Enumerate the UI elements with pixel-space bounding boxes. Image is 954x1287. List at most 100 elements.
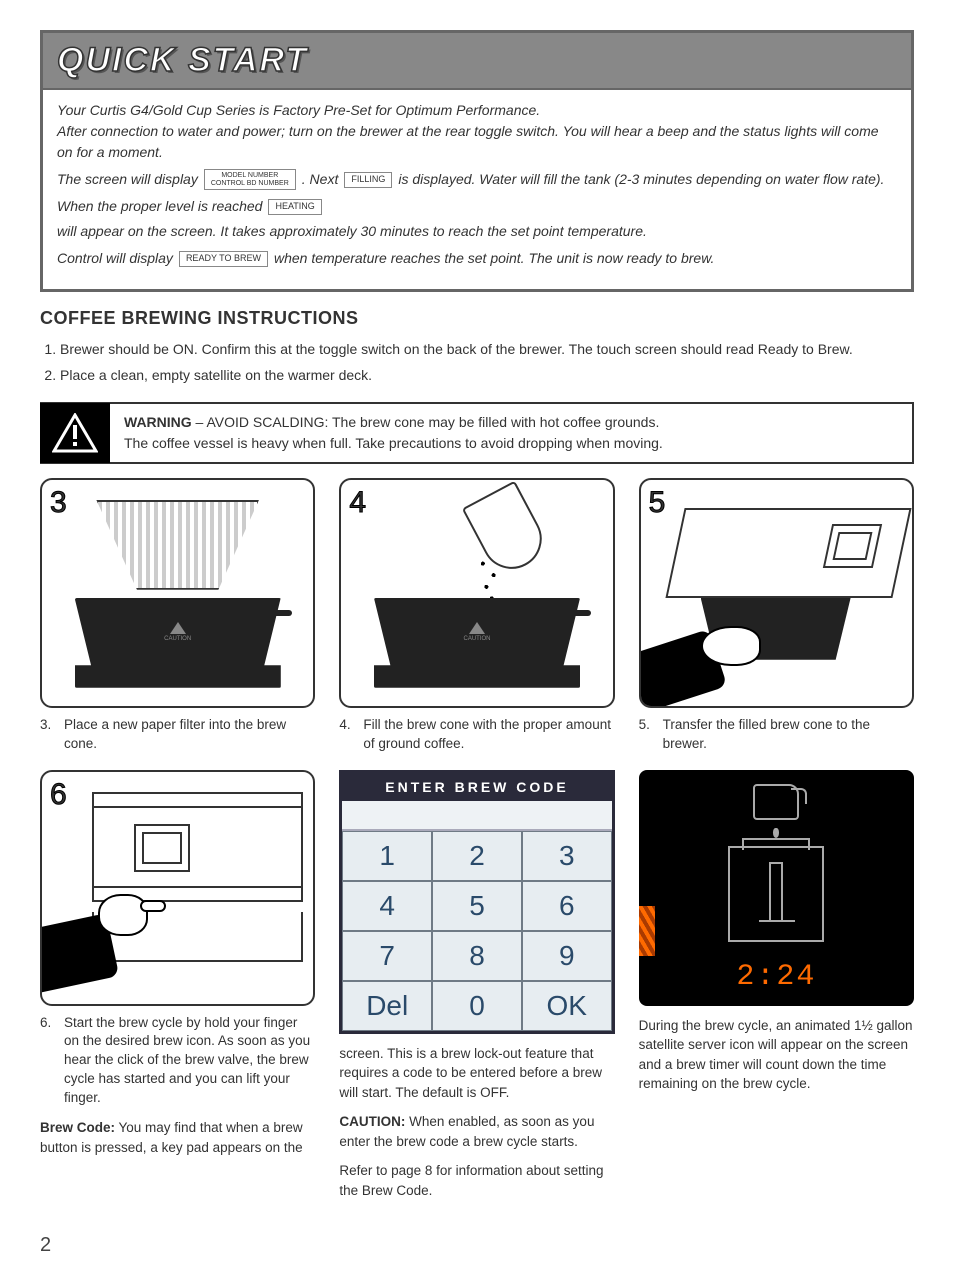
- brew-cone-top-icon: [753, 784, 799, 820]
- keypad-grid: 1 2 3 4 5 6 7 8 9 Del 0 OK: [342, 831, 611, 1031]
- figure-row-2: 6 6. Start the brew cycle by hold your f…: [40, 770, 914, 1211]
- fig3-cell: 3 CAUTION 3. Place a new paper filter in…: [40, 478, 315, 754]
- warning-line1: – AVOID SCALDING: The brew cone may be f…: [192, 414, 660, 430]
- box-model-number: MODEL NUMBER CONTROL BD NUMBER: [204, 169, 296, 190]
- brew-timer: 2:24: [736, 960, 816, 994]
- mid-p1: screen. This is a brew lock-out feature …: [339, 1044, 614, 1103]
- key-3[interactable]: 3: [522, 831, 612, 881]
- hand-icon: [639, 626, 771, 696]
- basket-handle-icon: [567, 610, 591, 616]
- key-7[interactable]: 7: [342, 931, 432, 981]
- brewer-screen-icon: [823, 524, 882, 568]
- basket-caution-label: CAUTION: [447, 622, 507, 656]
- quick-start-panel: QUICK START Your Curtis G4/Gold Cup Seri…: [40, 30, 914, 292]
- fig3-number: 3: [50, 486, 67, 520]
- fig6-number: 6: [50, 778, 67, 812]
- box-ready: READY TO BREW: [179, 251, 268, 267]
- warning-line2: The coffee vessel is heavy when full. Ta…: [124, 435, 663, 451]
- keypad-cell: ENTER BREW CODE 1 2 3 4 5 6 7 8 9 Del 0 …: [339, 770, 614, 1211]
- mid-p3: Refer to page 8 for information about se…: [339, 1161, 614, 1200]
- fig4-cap-num: 4.: [339, 716, 355, 754]
- key-0[interactable]: 0: [432, 981, 522, 1031]
- warning-lead: WARNING: [124, 414, 192, 430]
- top-step-list: Brewer should be ON. Confirm this at the…: [60, 337, 914, 387]
- caution-text: CAUTION: [164, 636, 191, 642]
- fig3-cap-text: Place a new paper filter into the brew c…: [64, 716, 315, 754]
- intro-row-screen: The screen will display MODEL NUMBER CON…: [57, 169, 897, 190]
- key-5[interactable]: 5: [432, 881, 522, 931]
- intro-next: . Next: [302, 169, 339, 190]
- fig5-cell: 5 5. Transfer the filled brew cone to th…: [639, 478, 914, 754]
- paper-filter-icon: [96, 500, 259, 590]
- figure-row-1: 3 CAUTION 3. Place a new paper filter in…: [40, 478, 914, 754]
- intro-heating-tail: will appear on the screen. It takes appr…: [57, 221, 647, 242]
- key-2[interactable]: 2: [432, 831, 522, 881]
- step-1: Brewer should be ON. Confirm this at the…: [60, 337, 914, 362]
- key-6[interactable]: 6: [522, 881, 612, 931]
- intro-ready-tail: when temperature reaches the set point. …: [274, 248, 714, 269]
- intro-row-heating: When the proper level is reached HEATING…: [57, 196, 897, 242]
- fig6-box: 6: [40, 770, 315, 1006]
- brewcode-para: Brew Code: You may find that when a brew…: [40, 1118, 315, 1157]
- right-p: During the brew cycle, an animated 1½ ga…: [639, 1016, 914, 1094]
- fig4-cell: 4 CAUTION 4. Fill the brew cone with the…: [339, 478, 614, 754]
- caution-text: CAUTION: [463, 636, 490, 642]
- fig3-caption: 3. Place a new paper filter into the bre…: [40, 716, 315, 754]
- warning-text: WARNING – AVOID SCALDING: The brew cone …: [124, 404, 673, 462]
- fig6-cap-num: 6.: [40, 1014, 56, 1108]
- fig5-cap-text: Transfer the filled brew cone to the bre…: [663, 716, 914, 754]
- fig6-cell: 6 6. Start the brew cycle by hold your f…: [40, 770, 315, 1211]
- fig4-box: 4 CAUTION: [339, 478, 614, 708]
- key-del[interactable]: Del: [342, 981, 432, 1031]
- key-8[interactable]: 8: [432, 931, 522, 981]
- brewer-screen-icon: [134, 824, 190, 872]
- box-model-l1: MODEL NUMBER: [211, 172, 289, 180]
- key-9[interactable]: 9: [522, 931, 612, 981]
- fig5-number: 5: [649, 486, 666, 520]
- fig6-caption: 6. Start the brew cycle by hold your fin…: [40, 1014, 315, 1108]
- coffee-drop-icon: [773, 828, 779, 838]
- header-band: QUICK START: [43, 33, 911, 88]
- key-ok[interactable]: OK: [522, 981, 612, 1031]
- hand-icon: [40, 890, 174, 980]
- keypad-display: [342, 801, 611, 831]
- satellite-server-icon: [728, 846, 824, 942]
- box-heating: HEATING: [268, 199, 321, 215]
- intro-row-ready: Control will display READY TO BREW when …: [57, 248, 897, 269]
- page-title: QUICK START: [57, 41, 897, 80]
- right-para: During the brew cycle, an animated 1½ ga…: [639, 1016, 914, 1094]
- fig3-box: 3 CAUTION: [40, 478, 315, 708]
- intro-heating-lead: When the proper level is reached: [57, 196, 262, 217]
- box-filling: FILLING: [344, 172, 392, 188]
- fig5-caption: 5. Transfer the filled brew cone to the …: [639, 716, 914, 754]
- intro-line2: After connection to water and power; tur…: [57, 121, 897, 163]
- fig5-cap-num: 5.: [639, 716, 655, 754]
- basket-handle-icon: [268, 610, 292, 616]
- brewer-body-icon: [665, 508, 911, 598]
- intro-filling-tail: is displayed. Water will fill the tank (…: [398, 169, 884, 190]
- brew-code-keypad: ENTER BREW CODE 1 2 3 4 5 6 7 8 9 Del 0 …: [339, 770, 614, 1034]
- basket-caution-label: CAUTION: [148, 622, 208, 656]
- fig3-cap-num: 3.: [40, 716, 56, 754]
- key-4[interactable]: 4: [342, 881, 432, 931]
- fig6-cap-text: Start the brew cycle by hold your finger…: [64, 1014, 315, 1108]
- intro-text: Your Curtis G4/Gold Cup Series is Factor…: [43, 88, 911, 289]
- brewer-body-icon: [92, 792, 303, 902]
- fig4-caption: 4. Fill the brew cone with the proper am…: [339, 716, 614, 754]
- key-1[interactable]: 1: [342, 831, 432, 881]
- box-model-l2: CONTROL BD NUMBER: [211, 180, 289, 188]
- intro-ready-lead: Control will display: [57, 248, 173, 269]
- warning-icon: [40, 403, 110, 463]
- keypad-paras: screen. This is a brew lock-out feature …: [339, 1044, 614, 1201]
- brew-animation-panel: 2:24: [639, 770, 914, 1006]
- warning-bar: WARNING – AVOID SCALDING: The brew cone …: [40, 402, 914, 464]
- step-2: Place a clean, empty satellite on the wa…: [60, 363, 914, 388]
- server-column-icon: [769, 862, 783, 922]
- section-heading: COFFEE BREWING INSTRUCTIONS: [40, 308, 914, 329]
- mid-caution-lead: CAUTION:: [339, 1114, 405, 1129]
- fig5-box: 5: [639, 478, 914, 708]
- fig4-cap-text: Fill the brew cone with the proper amoun…: [363, 716, 614, 754]
- brew-panel-cell: 2:24 During the brew cycle, an animated …: [639, 770, 914, 1211]
- intro-screen-lead: The screen will display: [57, 169, 198, 190]
- heat-indicator-icon: [639, 906, 655, 956]
